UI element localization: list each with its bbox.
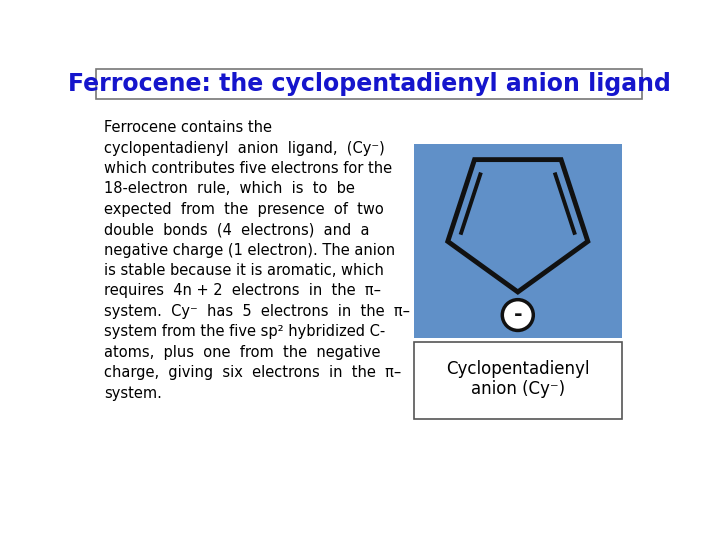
Text: is stable because it is aromatic, which: is stable because it is aromatic, which — [104, 263, 384, 278]
Text: Ferrocene: the cyclopentadienyl anion ligand: Ferrocene: the cyclopentadienyl anion li… — [68, 72, 670, 96]
Circle shape — [503, 300, 534, 330]
Text: double  bonds  (4  electrons)  and  a: double bonds (4 electrons) and a — [104, 222, 369, 237]
FancyBboxPatch shape — [414, 144, 621, 338]
FancyBboxPatch shape — [414, 342, 621, 419]
Text: Ferrocene contains the: Ferrocene contains the — [104, 120, 272, 135]
Text: system.: system. — [104, 386, 162, 401]
Text: requires  4n + 2  electrons  in  the  π–: requires 4n + 2 electrons in the π– — [104, 284, 381, 299]
Polygon shape — [448, 160, 588, 292]
Text: system from the five sp² hybridized C-: system from the five sp² hybridized C- — [104, 325, 385, 339]
Text: 18-electron  rule,  which  is  to  be: 18-electron rule, which is to be — [104, 181, 355, 197]
Text: -: - — [513, 305, 522, 325]
FancyBboxPatch shape — [96, 69, 642, 99]
Text: expected  from  the  presence  of  two: expected from the presence of two — [104, 202, 384, 217]
Text: cyclopentadienyl  anion  ligand,  (Cy⁻): cyclopentadienyl anion ligand, (Cy⁻) — [104, 140, 384, 156]
Text: Cyclopentadienyl
anion (Cy⁻): Cyclopentadienyl anion (Cy⁻) — [446, 360, 590, 399]
Text: negative charge (1 electron). The anion: negative charge (1 electron). The anion — [104, 242, 395, 258]
Text: atoms,  plus  one  from  the  negative: atoms, plus one from the negative — [104, 345, 380, 360]
Text: system.  Cy⁻  has  5  electrons  in  the  π–: system. Cy⁻ has 5 electrons in the π– — [104, 304, 410, 319]
Text: charge,  giving  six  electrons  in  the  π–: charge, giving six electrons in the π– — [104, 365, 401, 380]
Text: which contributes five electrons for the: which contributes five electrons for the — [104, 161, 392, 176]
